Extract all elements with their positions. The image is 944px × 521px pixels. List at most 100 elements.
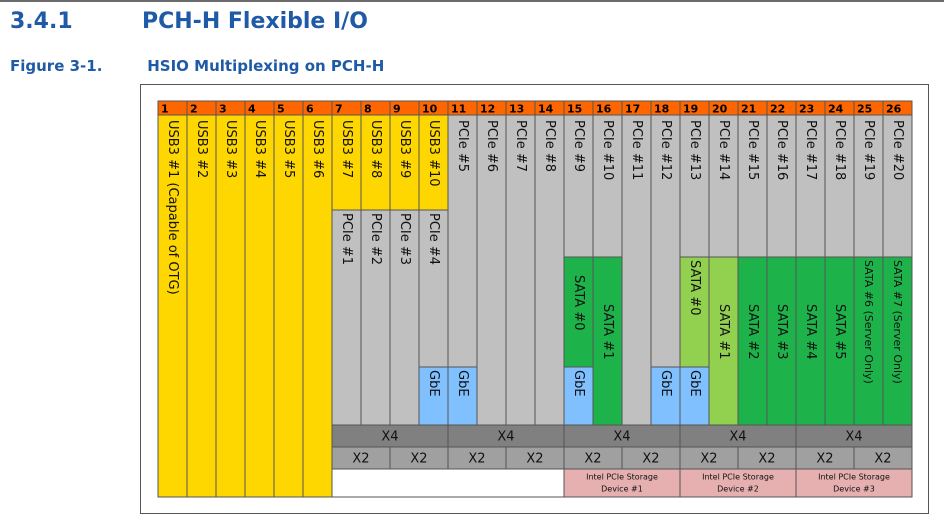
sata-label: SATA #0 xyxy=(571,275,586,331)
usb-label: USB3 #6 xyxy=(310,120,325,178)
x2-label: X2 xyxy=(584,452,601,467)
pcie-label: PCIe #17 xyxy=(803,120,818,180)
lane-number: 11 xyxy=(451,103,466,116)
gbe-label: GbE xyxy=(687,370,702,397)
gbe-label: GbE xyxy=(426,370,441,397)
pcie-lane-cell xyxy=(331,209,362,426)
pcie-label: PCIe #9 xyxy=(571,120,586,172)
pcie-label: PCIe #6 xyxy=(484,120,499,172)
usb-label: USB3 #10 xyxy=(426,120,441,187)
lane-number: 15 xyxy=(567,103,582,116)
lane-number: 3 xyxy=(219,103,227,116)
pcie-label: PCIe #16 xyxy=(774,120,789,180)
sata-label: SATA #2 xyxy=(745,304,760,360)
usb-label: USB3 #9 xyxy=(397,120,412,178)
gbe-label: GbE xyxy=(455,370,470,397)
pcie-label: PCIe #20 xyxy=(890,120,905,180)
lane-number: 13 xyxy=(509,103,524,116)
sata-lane-cell xyxy=(737,256,768,426)
sata-label: SATA #4 xyxy=(803,304,818,360)
lane-number: 17 xyxy=(625,103,640,116)
storage-device-cell xyxy=(795,468,913,498)
storage-device-label-line2: Device #2 xyxy=(717,485,759,494)
pcie-label: PCIe #3 xyxy=(397,213,412,265)
section-title: PCH-H Flexible I/O xyxy=(142,8,368,34)
lane-number: 20 xyxy=(712,103,728,116)
storage-device-label-line2: Device #1 xyxy=(601,485,643,494)
sata-label: SATA #0 xyxy=(687,260,702,316)
x4-label: X4 xyxy=(497,430,514,445)
lane-number: 2 xyxy=(190,103,198,116)
lane-number: 9 xyxy=(393,103,401,116)
pcie-label: PCIe #19 xyxy=(861,120,876,180)
usb-label: USB3 #7 xyxy=(339,120,354,178)
x2-label: X2 xyxy=(642,452,659,467)
storage-device-label-line2: Device #3 xyxy=(833,485,875,494)
lane-number: 25 xyxy=(857,103,872,116)
usb-label: USB3 #3 xyxy=(223,120,238,178)
bottom-empty-cell xyxy=(331,468,565,498)
gbe-lane-cell xyxy=(679,366,710,426)
usb-label: USB3 #4 xyxy=(252,120,267,178)
figure-title: HSIO Multiplexing on PCH-H xyxy=(147,57,385,75)
usb-label: USB3 #5 xyxy=(281,120,296,178)
pcie-lane-cell xyxy=(476,114,507,426)
pcie-label: PCIe #14 xyxy=(716,120,731,180)
sata-label: SATA #7 (Server Only) xyxy=(891,260,904,384)
x2-label: X2 xyxy=(468,452,485,467)
lane-number: 18 xyxy=(654,103,669,116)
sata-lane-cell xyxy=(882,256,913,426)
lane-number: 19 xyxy=(683,103,698,116)
lane-number: 21 xyxy=(741,103,756,116)
pcie-label: PCIe #8 xyxy=(542,120,557,172)
x2-label: X2 xyxy=(526,452,543,467)
storage-device-label-line1: Intel PCIe Storage xyxy=(586,473,658,482)
pcie-label: PCIe #7 xyxy=(513,120,528,172)
lane-number: 7 xyxy=(335,103,343,116)
gbe-lane-cell xyxy=(563,366,594,426)
x4-label: X4 xyxy=(381,430,398,445)
figure-number: Figure 3-1. xyxy=(10,57,103,75)
pcie-label: PCIe #2 xyxy=(368,213,383,265)
pcie-label: PCIe #4 xyxy=(426,213,441,265)
x2-label: X2 xyxy=(816,452,833,467)
usb-lane-cell xyxy=(215,114,246,498)
lane-number: 8 xyxy=(364,103,372,116)
section-number: 3.4.1 xyxy=(10,8,73,34)
usb-label: USB3 #2 xyxy=(194,120,209,178)
lane-number: 26 xyxy=(886,103,902,116)
pcie-label: PCIe #13 xyxy=(687,120,702,180)
usb-lane-cell xyxy=(302,114,333,498)
lane-number: 6 xyxy=(306,103,314,116)
gbe-label: GbE xyxy=(571,370,586,397)
lane-number: 14 xyxy=(538,103,554,116)
gbe-label: GbE xyxy=(658,370,673,397)
lane-number: 1 xyxy=(161,103,169,116)
section-heading: 3.4.1 PCH-H Flexible I/O xyxy=(10,5,368,37)
sata-lane-cell xyxy=(679,256,710,368)
pcie-lane-cell xyxy=(360,209,391,426)
sata-lane-cell xyxy=(563,256,594,368)
pcie-label: PCIe #10 xyxy=(600,120,615,180)
storage-device-cell xyxy=(679,468,797,498)
sata-label: SATA #1 xyxy=(716,304,731,360)
usb-lane-cell xyxy=(389,114,420,211)
figure-caption: Figure 3-1. HSIO Multiplexing on PCH-H xyxy=(10,57,384,75)
x2-label: X2 xyxy=(758,452,775,467)
lane-number: 24 xyxy=(828,103,844,116)
storage-device-label-line1: Intel PCIe Storage xyxy=(818,473,890,482)
x4-label: X4 xyxy=(729,430,746,445)
pcie-lane-cell xyxy=(389,209,420,426)
pcie-label: PCIe #11 xyxy=(629,120,644,180)
lane-number-cell xyxy=(882,100,913,116)
storage-device-label-line1: Intel PCIe Storage xyxy=(702,473,774,482)
usb-label: USB3 #8 xyxy=(368,120,383,178)
x2-label: X2 xyxy=(874,452,891,467)
lane-number: 22 xyxy=(770,103,785,116)
usb-label: USB3 #1 (Capable of OTG) xyxy=(165,120,180,295)
lane-number: 23 xyxy=(799,103,814,116)
x2-label: X2 xyxy=(700,452,717,467)
sata-label: SATA #6 (Server Only) xyxy=(862,260,875,384)
x4-label: X4 xyxy=(845,430,862,445)
lane-number: 10 xyxy=(422,103,438,116)
